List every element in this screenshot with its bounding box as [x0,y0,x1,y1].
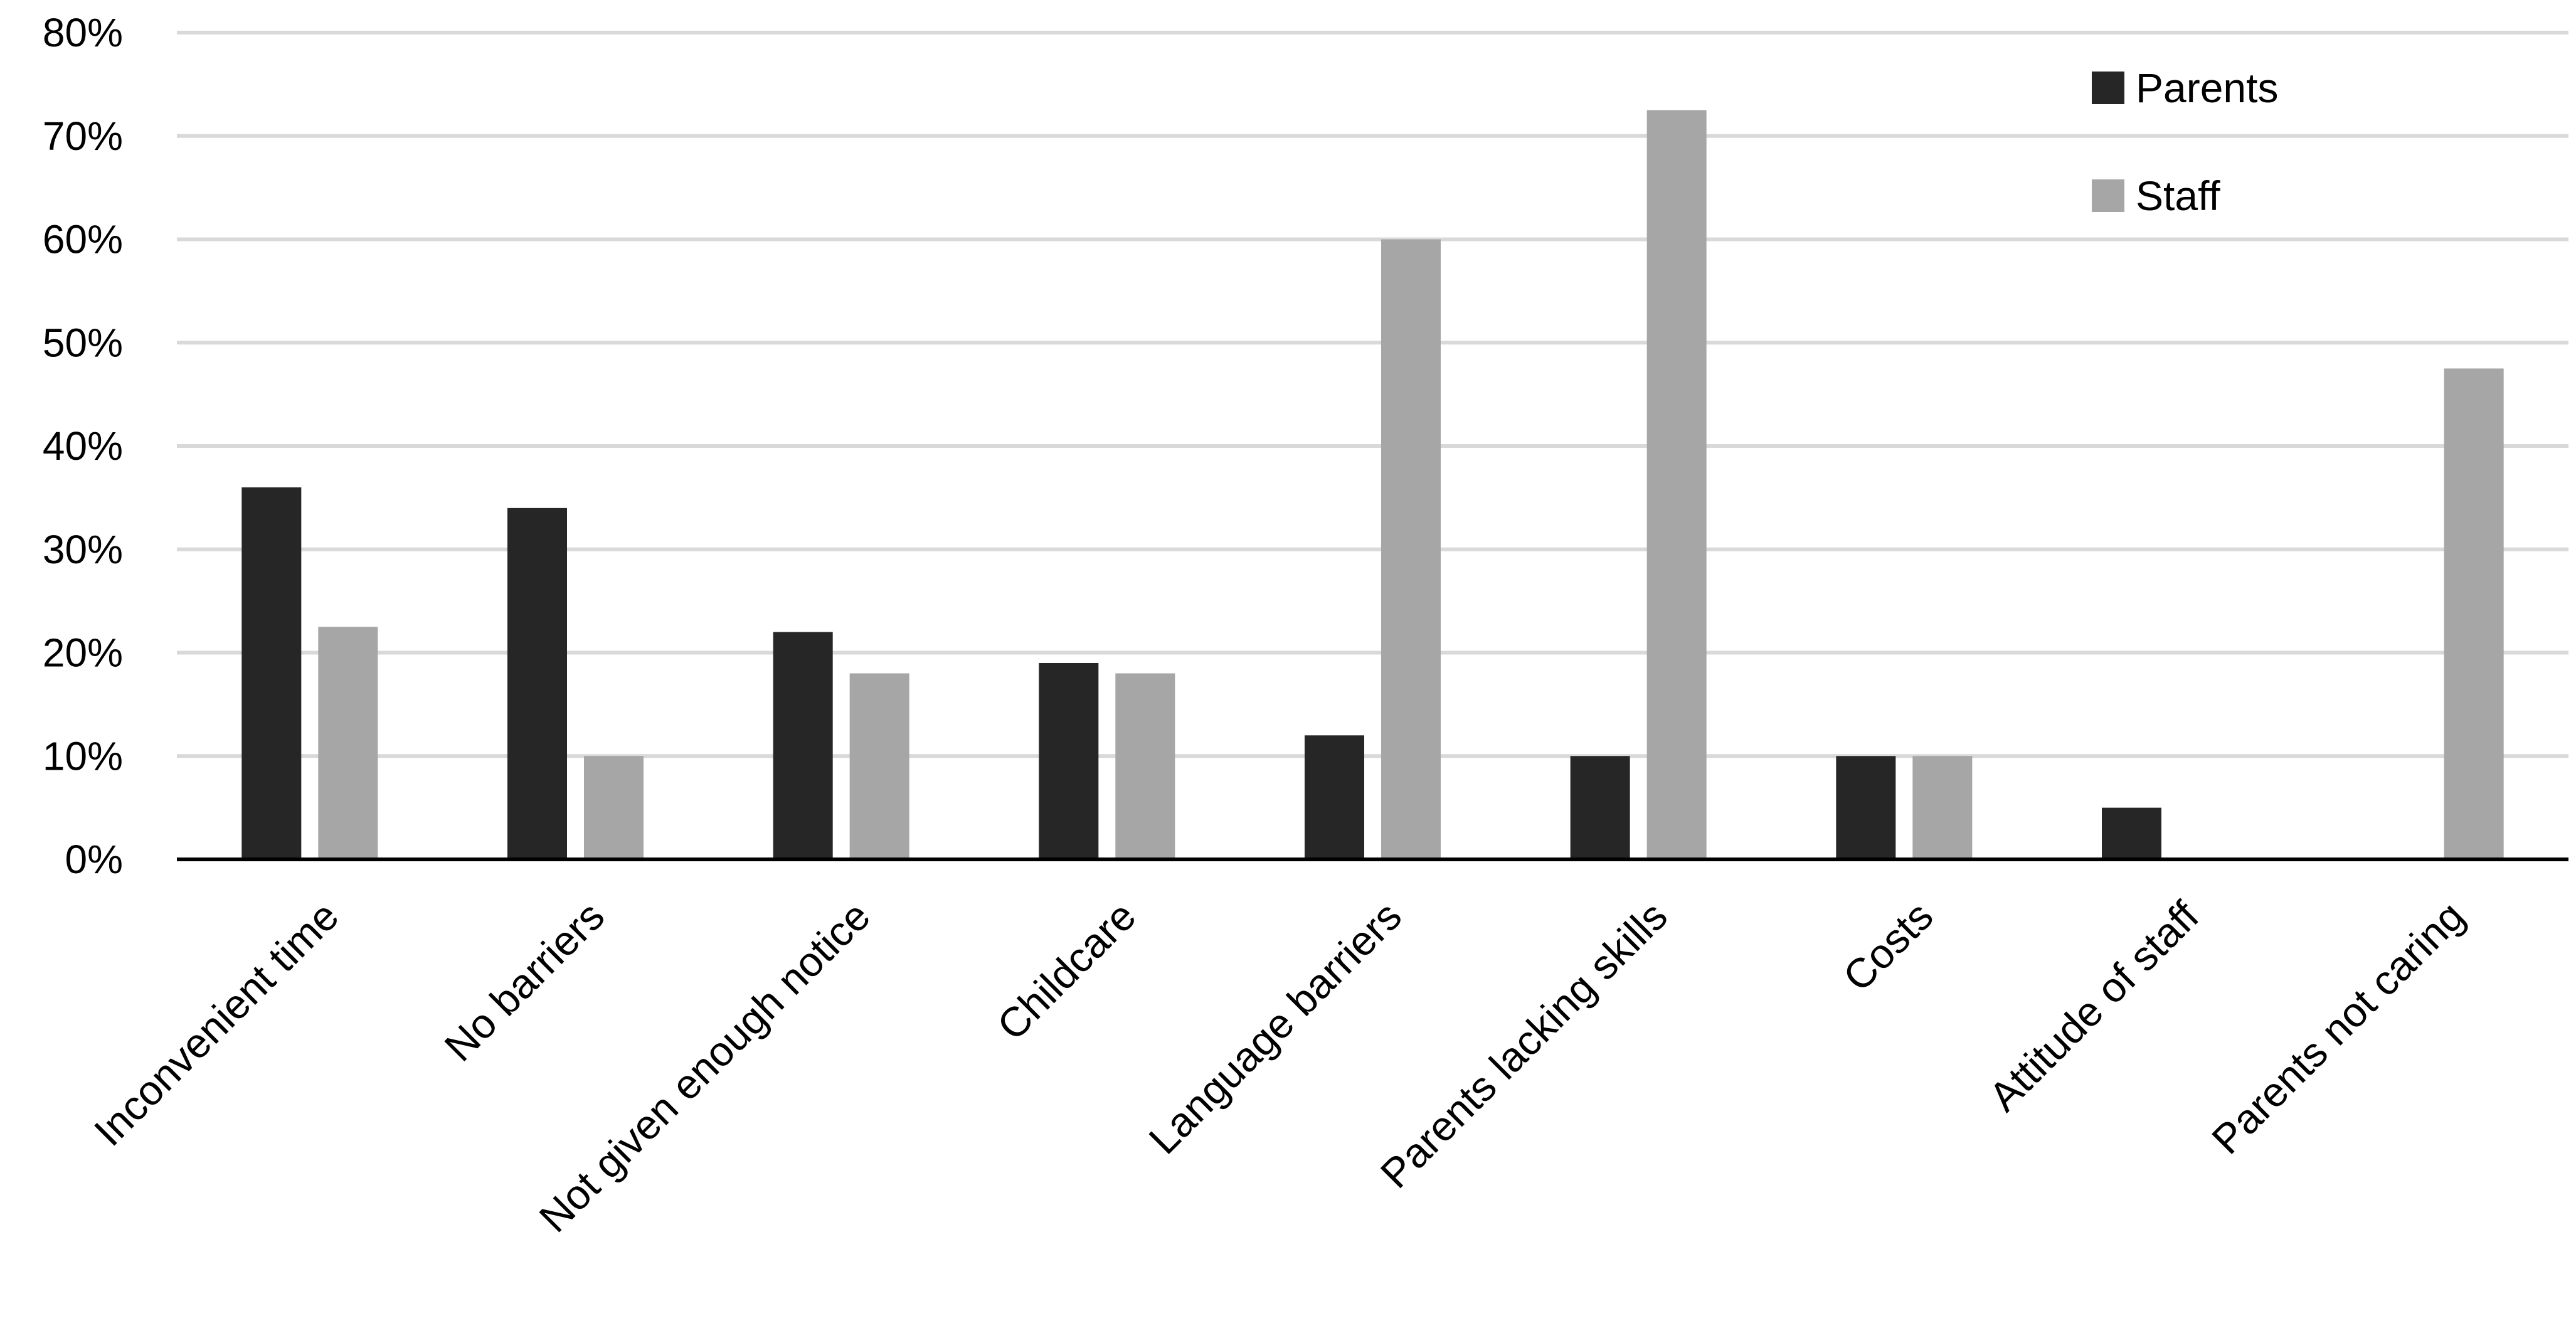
bar-staff [1646,110,1707,859]
legend: Parents Staff [2092,65,2278,219]
legend-label-staff: Staff [2136,173,2220,219]
bar-staff [1381,239,1441,859]
legend-label-parents: Parents [2136,65,2278,111]
bar-staff [1115,673,1175,859]
x-category-label: Childcare [988,893,1144,1049]
y-tick-label: 0% [65,837,124,882]
x-category-label: Attitude of staff [1980,892,2208,1120]
legend-swatch-staff [2092,179,2124,212]
bar-parents [1570,756,1630,859]
bar-staff [849,673,909,859]
y-axis-ticks: 0% 10% 20% 30% 40% 50% 60% 70% 80% [43,10,123,882]
gridlines [177,31,2568,758]
bar-staff [584,756,644,859]
bars [241,110,2504,859]
bar-staff [318,627,378,859]
bar-staff [1912,756,1973,859]
bar-parents [773,632,833,859]
y-tick-label: 80% [43,10,123,55]
x-category-label: Parents lacking skills [1372,893,1676,1197]
bar-staff [2444,368,2504,859]
y-tick-label: 20% [43,630,123,676]
x-category-label: Costs [1834,893,1942,1001]
y-tick-label: 50% [43,320,123,365]
x-category-label: Parents not caring [2203,893,2473,1163]
legend-swatch-parents [2092,72,2124,104]
bar-parents [507,507,567,859]
x-category-label: No barriers [435,893,613,1070]
bar-parents [1305,735,1364,859]
x-category-label: Inconvenient time [85,893,347,1155]
bar-parents [241,487,302,859]
y-tick-label: 10% [43,733,123,778]
bar-parents [1039,662,1099,859]
y-tick-label: 60% [43,217,123,262]
y-tick-label: 40% [43,423,123,469]
bar-parents [1836,756,1896,859]
x-category-label: Language barriers [1140,893,1410,1163]
bar-parents [2102,807,2161,859]
y-tick-label: 30% [43,527,123,572]
y-tick-label: 70% [43,114,123,159]
